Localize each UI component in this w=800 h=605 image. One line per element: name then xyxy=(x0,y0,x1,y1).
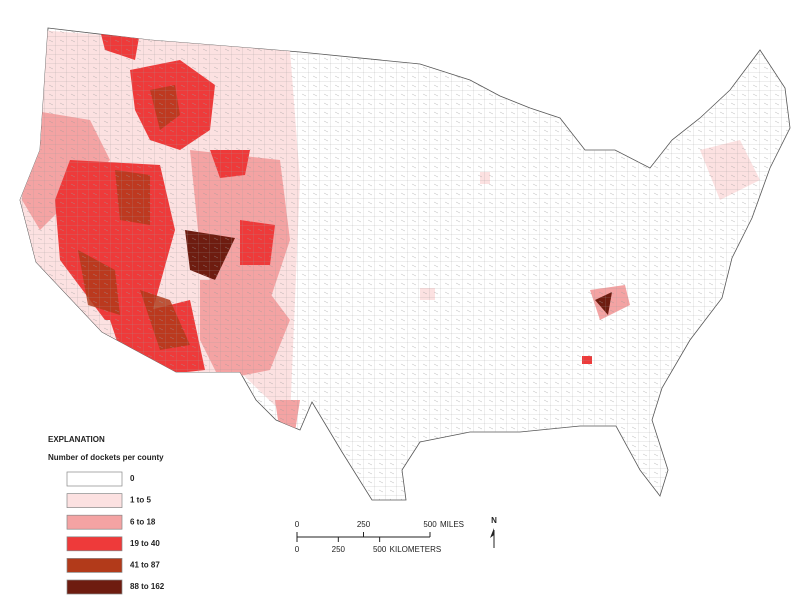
north-label: N xyxy=(491,516,497,525)
legend-swatch xyxy=(66,514,123,530)
scale-label: 250 xyxy=(357,520,371,529)
legend-label: 19 to 40 xyxy=(130,539,160,548)
legend-label: 88 to 162 xyxy=(130,582,165,591)
legend-swatch xyxy=(66,579,123,595)
legend-swatch xyxy=(66,471,123,487)
scale-label: 500 xyxy=(373,545,387,554)
legend-swatch xyxy=(66,558,123,573)
arrow-head xyxy=(490,528,494,538)
north-arrow: N xyxy=(490,516,497,548)
scale-unit: KILOMETERS xyxy=(390,545,442,554)
scale-label: 0 xyxy=(295,545,300,554)
legend-subtitle: Number of dockets per county xyxy=(48,453,164,462)
legend-label: 6 to 18 xyxy=(130,517,156,526)
scale-label: 0 xyxy=(295,520,300,529)
legend-label: 1 to 5 xyxy=(130,496,151,505)
legend-label: 41 to 87 xyxy=(130,561,160,570)
scale-unit: MILES xyxy=(440,520,464,529)
scale-label: 500 xyxy=(423,520,437,529)
legend: 0 1 to 5 6 to 18 19 to 40 41 to 87 88 to 162 xyxy=(66,471,165,595)
scale-label: 250 xyxy=(332,545,346,554)
legend-label: 0 xyxy=(130,474,135,483)
legend-swatch xyxy=(66,536,123,552)
legend-swatch xyxy=(66,493,123,508)
legend-title: EXPLANATION xyxy=(48,435,105,444)
